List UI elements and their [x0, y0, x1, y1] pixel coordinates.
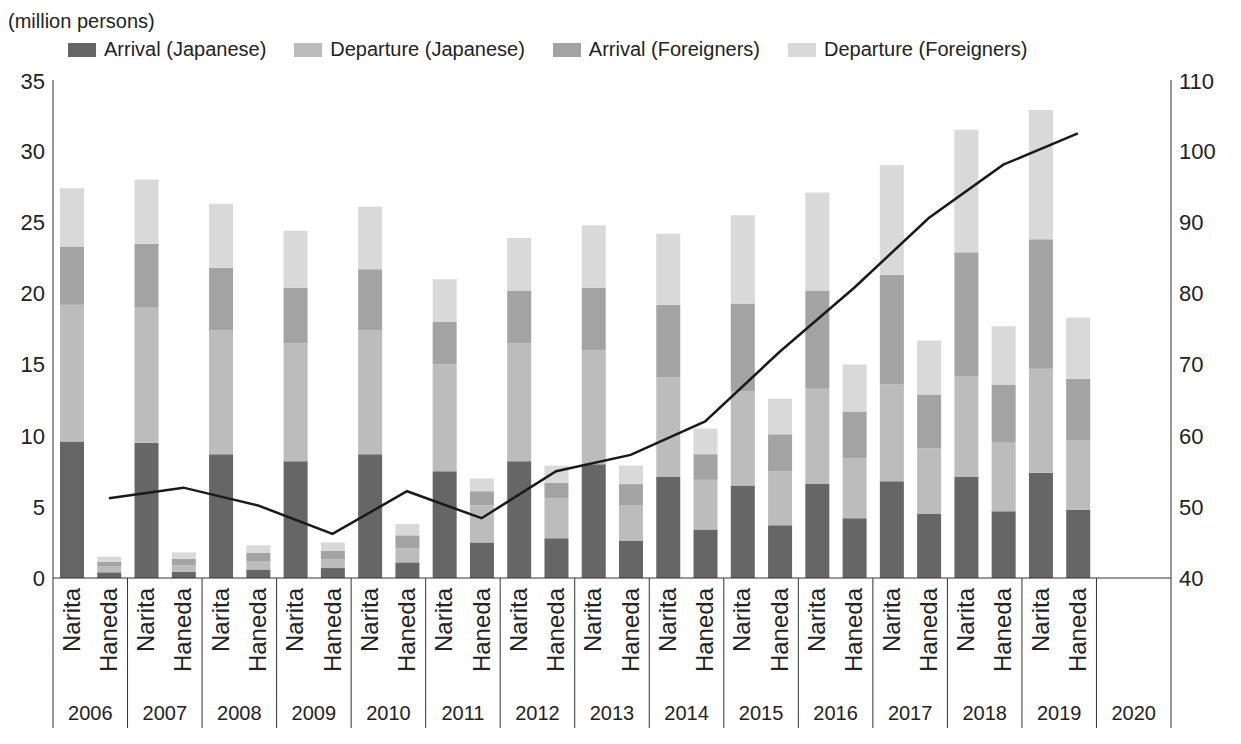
- svg-text:0: 0: [33, 566, 45, 591]
- svg-text:Haneda: Haneda: [691, 587, 718, 672]
- svg-text:2010: 2010: [366, 702, 411, 724]
- svg-text:Haneda: Haneda: [840, 587, 867, 672]
- svg-text:2019: 2019: [1037, 702, 1082, 724]
- svg-text:90: 90: [1179, 210, 1203, 235]
- svg-text:Narita: Narita: [579, 587, 606, 652]
- svg-text:Narita: Narita: [654, 587, 681, 652]
- svg-text:30: 30: [21, 139, 45, 164]
- svg-text:Haneda: Haneda: [244, 587, 271, 672]
- svg-text:Haneda: Haneda: [766, 587, 793, 672]
- svg-text:35: 35: [21, 69, 45, 94]
- svg-text:5: 5: [33, 495, 45, 520]
- svg-text:80: 80: [1179, 281, 1203, 306]
- html-text:(million persons): (million persons): [8, 10, 155, 32]
- html-text:Departure (Japanese): Departure (Japanese): [330, 38, 525, 60]
- svg-text:15: 15: [21, 352, 45, 377]
- svg-text:Narita: Narita: [356, 587, 383, 652]
- svg-text:2012: 2012: [515, 702, 560, 724]
- svg-text:Narita: Narita: [878, 587, 905, 652]
- svg-text:Narita: Narita: [1027, 587, 1054, 652]
- svg-text:Narita: Narita: [207, 587, 234, 652]
- svg-text:100: 100: [1179, 139, 1216, 164]
- svg-text:40: 40: [1179, 566, 1203, 591]
- svg-text:2018: 2018: [962, 702, 1007, 724]
- html-text:Departure (Foreigners): Departure (Foreigners): [824, 38, 1028, 60]
- svg-text:Narita: Narita: [952, 587, 979, 652]
- svg-text:50: 50: [1179, 495, 1203, 520]
- svg-text:2007: 2007: [143, 702, 188, 724]
- svg-text:Haneda: Haneda: [468, 587, 495, 672]
- svg-text:2017: 2017: [888, 702, 933, 724]
- svg-text:Haneda: Haneda: [915, 587, 942, 672]
- svg-text:Narita: Narita: [728, 587, 755, 652]
- svg-text:Narita: Narita: [803, 587, 830, 652]
- svg-text:Narita: Narita: [281, 587, 308, 652]
- html-text:Arrival (Foreigners): Arrival (Foreigners): [588, 38, 760, 60]
- svg-text:2011: 2011: [441, 702, 484, 724]
- svg-text:Haneda: Haneda: [989, 587, 1016, 672]
- svg-text:2006: 2006: [68, 702, 113, 724]
- svg-text:Haneda: Haneda: [169, 587, 196, 672]
- svg-text:Haneda: Haneda: [617, 587, 644, 672]
- svg-text:Narita: Narita: [430, 587, 457, 652]
- svg-text:Narita: Narita: [58, 587, 85, 652]
- svg-text:Haneda: Haneda: [95, 587, 122, 672]
- html-text:Arrival (Japanese): Arrival (Japanese): [104, 38, 267, 60]
- svg-text:Narita: Narita: [505, 587, 532, 652]
- svg-text:2014: 2014: [664, 702, 709, 724]
- svg-text:10: 10: [21, 424, 45, 449]
- svg-text:60: 60: [1179, 424, 1203, 449]
- svg-text:Haneda: Haneda: [542, 587, 569, 672]
- svg-text:2008: 2008: [217, 702, 262, 724]
- svg-text:2013: 2013: [590, 702, 635, 724]
- svg-text:2016: 2016: [813, 702, 858, 724]
- svg-text:70: 70: [1179, 352, 1203, 377]
- svg-text:110: 110: [1179, 69, 1214, 94]
- svg-text:Narita: Narita: [132, 587, 159, 652]
- svg-text:25: 25: [21, 210, 45, 235]
- svg-text:2009: 2009: [292, 702, 337, 724]
- svg-text:Haneda: Haneda: [1064, 587, 1091, 672]
- svg-text:Haneda: Haneda: [393, 587, 420, 672]
- svg-text:2020: 2020: [1111, 702, 1156, 724]
- svg-text:20: 20: [21, 281, 45, 306]
- svg-text:Haneda: Haneda: [319, 587, 346, 672]
- svg-text:2015: 2015: [739, 702, 784, 724]
